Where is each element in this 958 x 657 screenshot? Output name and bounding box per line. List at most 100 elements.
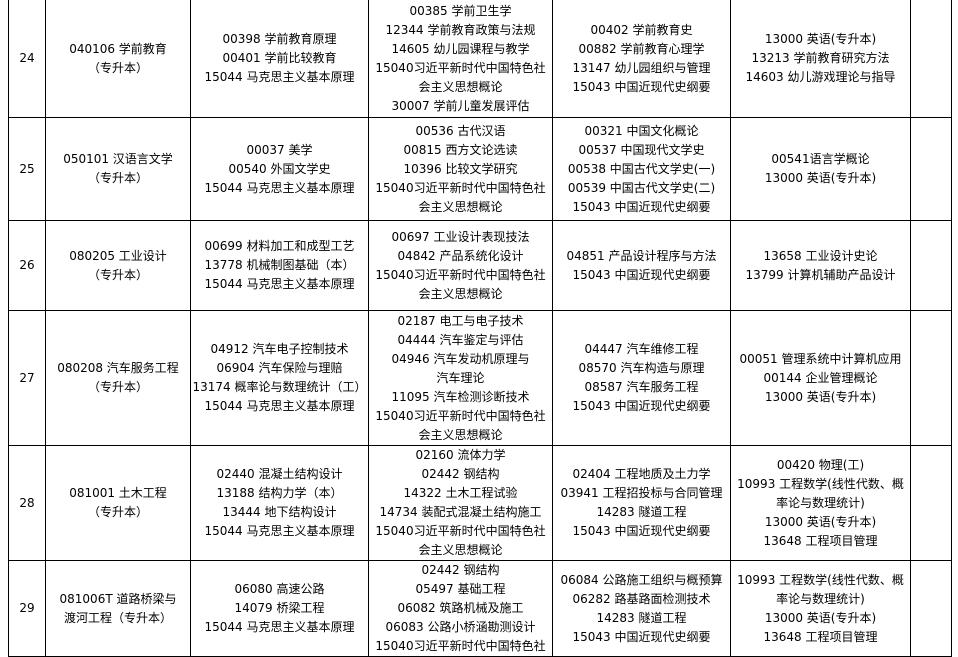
- cell-courses-4: 00541语言学概论 13000 英语(专升本): [730, 117, 911, 221]
- table-row: 26 080205 工业设计 （专升本） 00699 材料加工和成型工艺 13778 机…: [8, 220, 952, 311]
- cell-courses-2: 00385 学前卫生学 12344 学前教育政策与法规 14605 幼儿园课程与教学…: [368, 0, 553, 118]
- major-name: 081006T 道路桥梁与 渡河工程（专升本）: [45, 560, 191, 657]
- course-line: 00321 中国文化概论: [584, 123, 699, 138]
- course-line: 06084 公路施工组织与概预算: [560, 572, 723, 587]
- course-line: 率论与数理统计): [776, 591, 865, 606]
- course-line: 00536 古代汉语: [415, 123, 506, 138]
- course-line: 08587 汽车服务工程: [584, 380, 699, 394]
- course-line: 00540 外国文学史: [228, 161, 331, 176]
- cell-courses-2: 02160 流体力学 02442 钢结构 14322 土木工程试验 14734 装配式…: [368, 445, 553, 561]
- course-line: 00398 学前教育原理: [222, 32, 337, 46]
- course-line: 03941 工程招投标与合同管理: [560, 486, 723, 500]
- cell-courses-4: 13658 工业设计史论 13799 计算机辅助产品设计: [730, 220, 911, 311]
- cell-remarks: [910, 0, 952, 118]
- course-line: 13000 英语(专升本): [764, 171, 877, 185]
- row-number: 29: [8, 560, 46, 657]
- course-line: 04842 产品系统化设计: [397, 248, 524, 263]
- course-line: 15040习近平新时代中国特色社: [375, 60, 546, 75]
- cell-courses-1: 00037 美学 00540 外国文学史 15044 马克思主义基本原理: [190, 117, 369, 221]
- course-line: 080205 工业设计: [69, 248, 167, 263]
- course-line: 00037 美学: [246, 142, 313, 157]
- course-line: 00420 物理(工): [776, 457, 865, 472]
- cell-courses-2: 02442 钢结构 05497 基础工程 06082 筑路机械及施工 06083 公路…: [368, 560, 553, 657]
- course-line: （专升本）: [87, 60, 148, 75]
- table-body: 24 040106 学前教育 （专升本） 00398 学前教育原理 00401 学前比较…: [8, 0, 952, 657]
- course-line: 00697 工业设计表现技法: [391, 229, 530, 244]
- course-line: 06904 汽车保险与理赔: [216, 361, 343, 375]
- major-name: 080205 工业设计 （专升本）: [45, 220, 191, 311]
- cell-remarks: [910, 560, 952, 657]
- course-line: （专升本）: [87, 380, 148, 394]
- course-line: 081006T 道路桥梁与: [59, 591, 177, 606]
- course-line: 13213 学前教育研究方法: [751, 51, 890, 65]
- cell-courses-4: 13000 英语(专升本) 13213 学前教育研究方法 14603 幼儿游戏理论与…: [730, 0, 911, 118]
- course-line: 14603 幼儿游戏理论与指导: [745, 70, 896, 84]
- table-row: 24 040106 学前教育 （专升本） 00398 学前教育原理 00401 学前比较…: [8, 0, 952, 118]
- course-line: 会主义思想概论: [418, 543, 503, 557]
- course-line: 10993 工程数学(线性代数、概: [737, 476, 904, 491]
- course-line: 081001 土木工程: [69, 486, 167, 500]
- course-line: 06083 公路小桥涵勘测设计: [385, 620, 536, 634]
- course-line: 02160 流体力学: [415, 448, 506, 462]
- course-line: 15040习近平新时代中国特色社: [375, 524, 546, 538]
- cell-courses-3: 02404 工程地质及土力学 03941 工程招投标与合同管理 14283 隧道工程…: [552, 445, 731, 561]
- course-line: 00051 管理系统中计算机应用: [739, 351, 902, 366]
- cell-courses-2: 00536 古代汉语 00815 西方文论选读 10396 比较文学研究 15040习…: [368, 117, 553, 221]
- cell-courses-1: 04912 汽车电子控制技术 06904 汽车保险与理赔 13174 概率论与数理统…: [190, 310, 369, 446]
- course-line: 15044 马克思主义基本原理: [204, 524, 355, 538]
- course-line: （专升本）: [87, 171, 148, 185]
- cell-remarks: [910, 445, 952, 561]
- course-line: 15043 中国近现代史纲要: [572, 79, 711, 94]
- course-line: 04447 汽车维修工程: [584, 342, 699, 356]
- course-line: 13174 概率论与数理统计（工）: [192, 380, 367, 394]
- course-line: 00541语言学概论: [771, 152, 870, 166]
- course-line: 12344 学前教育政策与法规: [385, 22, 536, 37]
- course-line: 02404 工程地质及土力学: [572, 467, 711, 481]
- cell-courses-1: 00398 学前教育原理 00401 学前比较教育 15044 马克思主义基本原理: [190, 0, 369, 118]
- course-line: 14734 装配式混凝土结构施工: [379, 505, 542, 519]
- course-line: 10396 比较文学研究: [403, 161, 518, 176]
- cell-courses-2: 02187 电工与电子技术 04444 汽车鉴定与评估 04946 汽车发动机原理与…: [368, 310, 553, 446]
- course-line: 15044 马克思主义基本原理: [204, 70, 355, 84]
- course-line: 13648 工程项目管理: [763, 533, 878, 548]
- cell-courses-4: 00420 物理(工) 10993 工程数学(线性代数、概 率论与数理统计) 1300…: [730, 445, 911, 561]
- course-line: 15044 马克思主义基本原理: [204, 399, 355, 413]
- course-line: 15040习近平新时代中国特色社: [375, 267, 546, 282]
- cell-courses-3: 00402 学前教育史 00882 学前教育心理学 13147 幼儿园组织与管理 15…: [552, 0, 731, 118]
- major-name: 040106 学前教育 （专升本）: [45, 0, 191, 118]
- course-line: （专升本）: [87, 505, 148, 519]
- table-row: 27 080208 汽车服务工程 （专升本） 04912 汽车电子控制技术 06904 …: [8, 310, 952, 446]
- course-line: 06080 高速公路: [234, 582, 325, 596]
- course-line: 会主义思想概论: [418, 427, 503, 442]
- course-line: 050101 汉语言文学: [63, 152, 173, 166]
- course-line: 13000 英语(专升本): [764, 32, 877, 46]
- course-line: 15043 中国近现代史纲要: [572, 629, 711, 644]
- course-line: 15044 马克思主义基本原理: [204, 180, 355, 195]
- course-line: 06282 路基路面检测技术: [572, 591, 711, 606]
- course-line: 15040习近平新时代中国特色社: [375, 180, 546, 195]
- course-line: 15043 中国近现代史纲要: [572, 267, 711, 282]
- cell-courses-1: 06080 高速公路 14079 桥梁工程 15044 马克思主义基本原理: [190, 560, 369, 657]
- cell-courses-1: 02440 混凝土结构设计 13188 结构力学（本） 13444 地下结构设计 15…: [190, 445, 369, 561]
- course-line: 30007 学前儿童发展评估: [391, 98, 530, 113]
- cell-courses-4: 00051 管理系统中计算机应用 00144 企业管理概论 13000 英语(专升本…: [730, 310, 911, 446]
- cell-remarks: [910, 220, 952, 311]
- course-line: 00538 中国古代文学史(一): [567, 161, 716, 176]
- course-line: 14605 幼儿园课程与教学: [391, 41, 530, 56]
- course-line: 15040习近平新时代中国特色社: [375, 408, 546, 423]
- course-line: 会主义思想概论: [418, 286, 503, 301]
- course-line: 00385 学前卫生学: [409, 3, 512, 18]
- course-line: 13000 英语(专升本): [764, 514, 877, 529]
- course-line: 080208 汽车服务工程: [57, 361, 179, 375]
- course-line: 15043 中国近现代史纲要: [572, 399, 711, 413]
- course-line: 13648 工程项目管理: [763, 629, 878, 644]
- course-line: 13147 幼儿园组织与管理: [572, 60, 711, 75]
- course-line: 13658 工业设计史论: [763, 248, 878, 263]
- course-line: 04851 产品设计程序与方法: [566, 248, 717, 263]
- table-row: 29 081006T 道路桥梁与 渡河工程（专升本） 06080 高速公路 14079 …: [8, 560, 952, 657]
- cell-courses-1: 00699 材料加工和成型工艺 13778 机械制图基础（本） 15044 马克思主…: [190, 220, 369, 311]
- course-line: 14322 土木工程试验: [403, 486, 518, 500]
- cell-remarks: [910, 310, 952, 446]
- row-number: 26: [8, 220, 46, 311]
- course-line: 040106 学前教育: [69, 41, 167, 56]
